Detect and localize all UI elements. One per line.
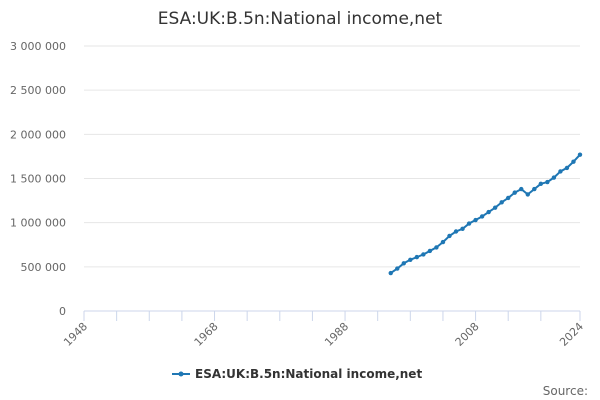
y-tick-label: 3 000 000	[10, 40, 66, 53]
data-point[interactable]	[551, 175, 557, 180]
data-point[interactable]	[466, 221, 472, 226]
grid-lines	[84, 45, 580, 268]
data-point[interactable]	[525, 192, 530, 197]
x-axis	[83, 310, 581, 321]
data-point[interactable]	[434, 245, 439, 250]
x-tick-label: 1988	[322, 320, 351, 349]
x-tick-label: 1948	[61, 320, 90, 349]
y-tick-label: 500 000	[21, 261, 67, 274]
data-point[interactable]	[447, 233, 452, 239]
legend-label: ESA:UK:B.5n:National income,net	[195, 367, 422, 381]
y-tick-label: 2 000 000	[10, 128, 66, 141]
data-point[interactable]	[545, 179, 550, 185]
data-point[interactable]	[414, 254, 420, 260]
data-point[interactable]	[486, 209, 491, 215]
y-tick-label: 0	[59, 305, 66, 318]
y-tick-label: 2 500 000	[10, 84, 66, 97]
data-point[interactable]	[512, 190, 517, 195]
data-point[interactable]	[427, 248, 433, 254]
y-tick-label: 1 000 000	[10, 217, 66, 230]
data-point[interactable]	[453, 229, 459, 234]
series-line	[390, 153, 581, 274]
y-axis: 0 500 000 1 000 000 1 500 000 2 000 000 2 500…	[10, 40, 66, 318]
data-point[interactable]	[473, 217, 478, 223]
data-point[interactable]	[564, 165, 570, 171]
data-point[interactable]	[519, 186, 524, 192]
data-point[interactable]	[499, 200, 504, 205]
data-point[interactable]	[538, 181, 544, 186]
data-point[interactable]	[460, 226, 465, 232]
y-tick-label: 1 500 000	[10, 173, 66, 186]
chart-title: ESA:UK:B.5n:National income,net	[158, 9, 443, 29]
data-point[interactable]	[571, 159, 576, 164]
data-point[interactable]	[577, 152, 583, 157]
legend-point-marker	[178, 371, 184, 377]
data-point[interactable]	[421, 252, 426, 257]
data-point[interactable]	[440, 239, 446, 245]
data-point[interactable]	[395, 266, 400, 271]
x-axis-labels: 1948 1968 1988 2008 2024	[61, 320, 586, 349]
data-point[interactable]	[558, 169, 563, 174]
data-point[interactable]	[479, 214, 485, 219]
data-point[interactable]	[388, 270, 393, 276]
x-tick-label: 1968	[192, 320, 221, 349]
legend[interactable]: ESA:UK:B.5n:National income,net	[172, 367, 422, 381]
data-point[interactable]	[532, 186, 537, 192]
data-point[interactable]	[401, 261, 406, 266]
data-point[interactable]	[492, 205, 498, 210]
data-point[interactable]	[408, 257, 413, 262]
x-tick-label: 2024	[557, 320, 586, 349]
series-layer	[388, 152, 583, 276]
data-point[interactable]	[506, 195, 511, 201]
source-label: Source:	[543, 384, 588, 398]
x-tick-label: 2008	[453, 320, 482, 349]
